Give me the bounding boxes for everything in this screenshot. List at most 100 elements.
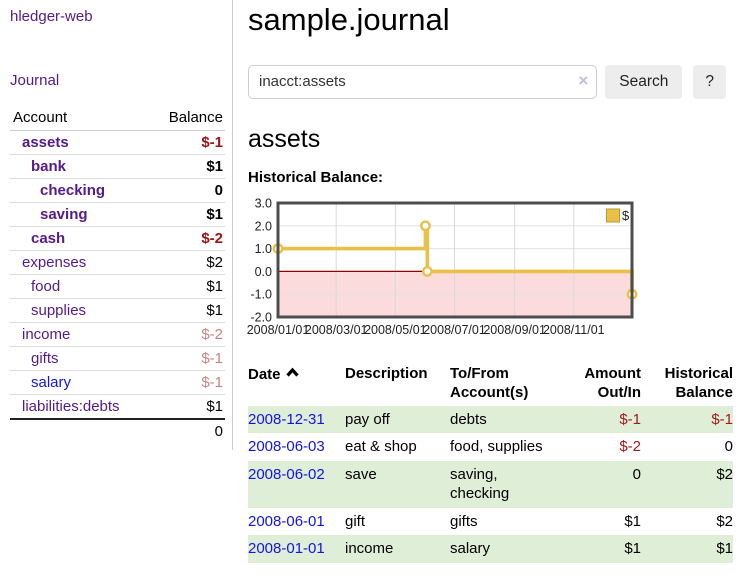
- transaction-date-link[interactable]: 2008-12-31: [248, 410, 325, 428]
- svg-text:0.0: 0.0: [255, 265, 272, 279]
- svg-text:2008/01/01: 2008/01/01: [247, 323, 310, 337]
- search-input[interactable]: [248, 64, 598, 99]
- transaction-date-link[interactable]: 2008-06-03: [248, 438, 325, 456]
- register-table: Date Description To/From Account(s) Amou…: [248, 362, 733, 563]
- register-historical-balance: $2: [716, 512, 733, 530]
- sort-ascending-icon: [285, 365, 300, 384]
- account-link[interactable]: supplies: [31, 302, 87, 319]
- register-header-balance: Historical Balance: [664, 365, 733, 402]
- account-link[interactable]: gifts: [31, 350, 59, 367]
- register-row[interactable]: 2008-01-01 income salary $1 $1: [248, 535, 733, 563]
- register-historical-balance: 0: [724, 438, 733, 456]
- account-balance: $1: [117, 154, 225, 179]
- register-header-tofrom: To/From Account(s): [450, 365, 529, 402]
- register-historical-balance: $2: [716, 465, 733, 483]
- svg-text:2008/05/01: 2008/05/01: [364, 323, 427, 337]
- register-historical-balance: $1: [716, 540, 733, 558]
- clear-search-icon[interactable]: ×: [578, 70, 589, 90]
- account-row: checking 0: [10, 178, 225, 203]
- svg-text:-1.0: -1.0: [250, 288, 272, 302]
- account-row: bank $1: [10, 154, 225, 179]
- search-button[interactable]: Search: [605, 64, 683, 99]
- legend-label: $: [622, 208, 630, 223]
- account-link[interactable]: income: [22, 326, 71, 343]
- register-tofrom-accounts: saving, checking: [450, 465, 510, 503]
- register-description: save: [345, 465, 377, 483]
- transaction-date-link[interactable]: 2008-06-02: [248, 465, 325, 483]
- account-link[interactable]: bank: [31, 158, 67, 175]
- sidebar-item-journal[interactable]: Journal: [10, 72, 60, 89]
- search-help-button[interactable]: ?: [693, 64, 726, 99]
- accounts-header-balance: Balance: [117, 106, 225, 131]
- app-title-link[interactable]: hledger-web: [10, 8, 93, 25]
- register-row[interactable]: 2008-06-01 gift gifts $1 $2: [248, 508, 733, 536]
- search-form: × Search ?: [248, 64, 726, 99]
- register-description: pay off: [345, 410, 390, 428]
- svg-text:2008/09/01: 2008/09/01: [483, 323, 546, 337]
- register-description: gift: [345, 512, 366, 530]
- accounts-table: Account Balance assets $-1 bank $1 checking 0…: [10, 106, 225, 443]
- account-link[interactable]: cash: [31, 230, 66, 247]
- register-amount: $-2: [619, 438, 641, 456]
- account-balance: $-2: [117, 226, 225, 251]
- page-title: sample.journal: [248, 2, 450, 37]
- register-row[interactable]: 2008-12-31 pay off debts $-1 $-1: [248, 405, 733, 434]
- svg-text:3.0: 3.0: [255, 197, 272, 211]
- svg-text:2008/07/01: 2008/07/01: [423, 323, 486, 337]
- account-balance: 0: [117, 178, 225, 203]
- register-historical-balance: $-1: [711, 410, 733, 428]
- account-row: expenses $2: [10, 250, 225, 275]
- register-amount: $-1: [619, 410, 641, 428]
- register-description: income: [345, 540, 394, 558]
- account-row: liabilities:debts $1: [10, 395, 225, 420]
- account-row: gifts $-1: [10, 346, 225, 371]
- register-tofrom-accounts: food, supplies: [450, 438, 543, 456]
- svg-text:1.0: 1.0: [255, 242, 272, 256]
- legend-swatch: [606, 208, 620, 223]
- register-description: eat & shop: [345, 438, 417, 456]
- account-balance: $1: [117, 298, 225, 323]
- svg-text:-2.0: -2.0: [250, 311, 272, 325]
- svg-text:2008/03/01: 2008/03/01: [305, 323, 368, 337]
- chart-heading: Historical Balance:: [248, 169, 384, 187]
- account-row: salary $-1: [10, 370, 225, 395]
- accounts-total-balance: 0: [117, 418, 225, 443]
- page: hledger-web Journal Account Balance asse…: [0, 0, 733, 563]
- historical-balance-chart: 3.0 2.0 1.0 0.0 -1.0 -2.0 2008/01/01 2008/03/01…: [247, 197, 726, 342]
- account-link[interactable]: food: [31, 278, 61, 295]
- transaction-date-link[interactable]: 2008-06-01: [248, 512, 325, 530]
- sidebar: hledger-web Journal Account Balance asse…: [0, 0, 233, 450]
- register-header-description: Description: [345, 365, 428, 383]
- account-balance: $1: [117, 274, 225, 299]
- account-balance: $-2: [117, 322, 225, 347]
- account-link[interactable]: expenses: [22, 254, 87, 271]
- accounts-total-spacer: [10, 418, 118, 443]
- register-row[interactable]: 2008-06-02 save saving, checking 0 $2: [248, 460, 733, 508]
- account-row: saving $1: [10, 202, 225, 227]
- account-row: supplies $1: [10, 298, 225, 323]
- account-link[interactable]: salary: [31, 374, 72, 391]
- register-row[interactable]: 2008-06-03 eat & shop food, supplies $-2 0: [248, 433, 733, 461]
- register-header-row: Date Description To/From Account(s) Amou…: [248, 362, 733, 406]
- account-balance: $1: [206, 398, 223, 415]
- register-amount: 0: [632, 465, 641, 483]
- svg-text:2008/11/01: 2008/11/01: [543, 323, 605, 337]
- account-link[interactable]: assets: [22, 134, 69, 151]
- account-link[interactable]: checking: [40, 182, 106, 199]
- account-row: income $-2: [10, 322, 225, 347]
- account-link[interactable]: liabilities:debts: [22, 398, 120, 415]
- account-balance: $-1: [117, 346, 225, 371]
- register-tofrom-accounts: salary: [450, 540, 491, 558]
- accounts-header-row: Account Balance: [10, 106, 225, 131]
- transaction-date-link[interactable]: 2008-01-01: [248, 540, 325, 558]
- account-balance: $1: [117, 202, 225, 227]
- register-header-date[interactable]: Date: [248, 362, 345, 406]
- account-heading: assets: [248, 124, 321, 153]
- accounts-header-account: Account: [10, 106, 118, 131]
- main-content: sample.journal × Search ? assets Histori…: [233, 0, 733, 563]
- account-row: food $1: [10, 274, 225, 299]
- balance-chart-svg: 3.0 2.0 1.0 0.0 -1.0 -2.02008/01/012008/03/01…: [247, 197, 638, 337]
- accounts-total-row: 0: [10, 418, 225, 443]
- account-link[interactable]: saving: [40, 206, 88, 223]
- register-amount: $1: [624, 512, 641, 530]
